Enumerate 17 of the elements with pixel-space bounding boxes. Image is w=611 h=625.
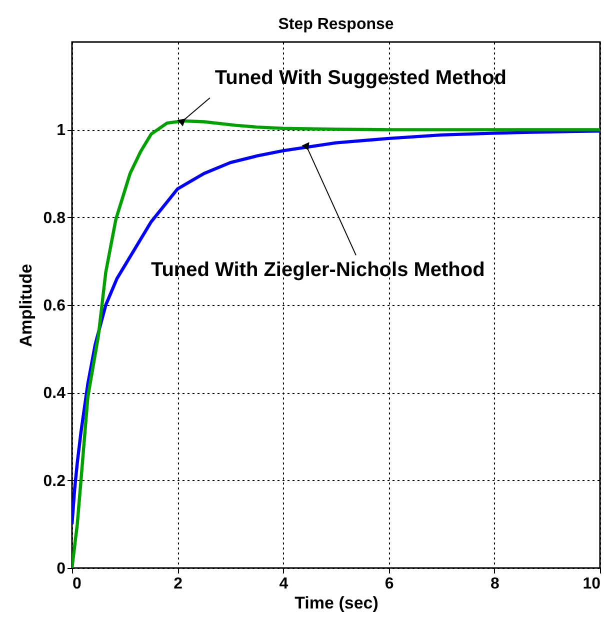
chart-title: Step Response bbox=[278, 16, 394, 33]
y-tick-label: 1 bbox=[56, 122, 66, 140]
y-tick-label: 0.8 bbox=[43, 210, 66, 227]
annotation: Tuned With Ziegler-Nichols Method bbox=[150, 259, 485, 282]
y-tick-label: 0 bbox=[56, 560, 66, 578]
y-axis-title: Amplitude bbox=[16, 264, 36, 348]
x-tick-label: 0 bbox=[72, 576, 82, 592]
x-tick-label: 4 bbox=[279, 576, 288, 592]
y-tick-label: 0.6 bbox=[43, 298, 66, 314]
x-tick-label: 10 bbox=[582, 576, 601, 592]
y-tick-label: 0.4 bbox=[43, 385, 66, 402]
x-tick-label: 8 bbox=[490, 576, 500, 592]
x-tick-label: 6 bbox=[384, 576, 394, 592]
x-tick-label: 2 bbox=[174, 576, 183, 592]
annotation: Tuned With Suggested Method bbox=[214, 66, 507, 89]
y-tick-label: 0.2 bbox=[43, 472, 66, 490]
x-axis-title: Time (sec) bbox=[294, 594, 378, 612]
